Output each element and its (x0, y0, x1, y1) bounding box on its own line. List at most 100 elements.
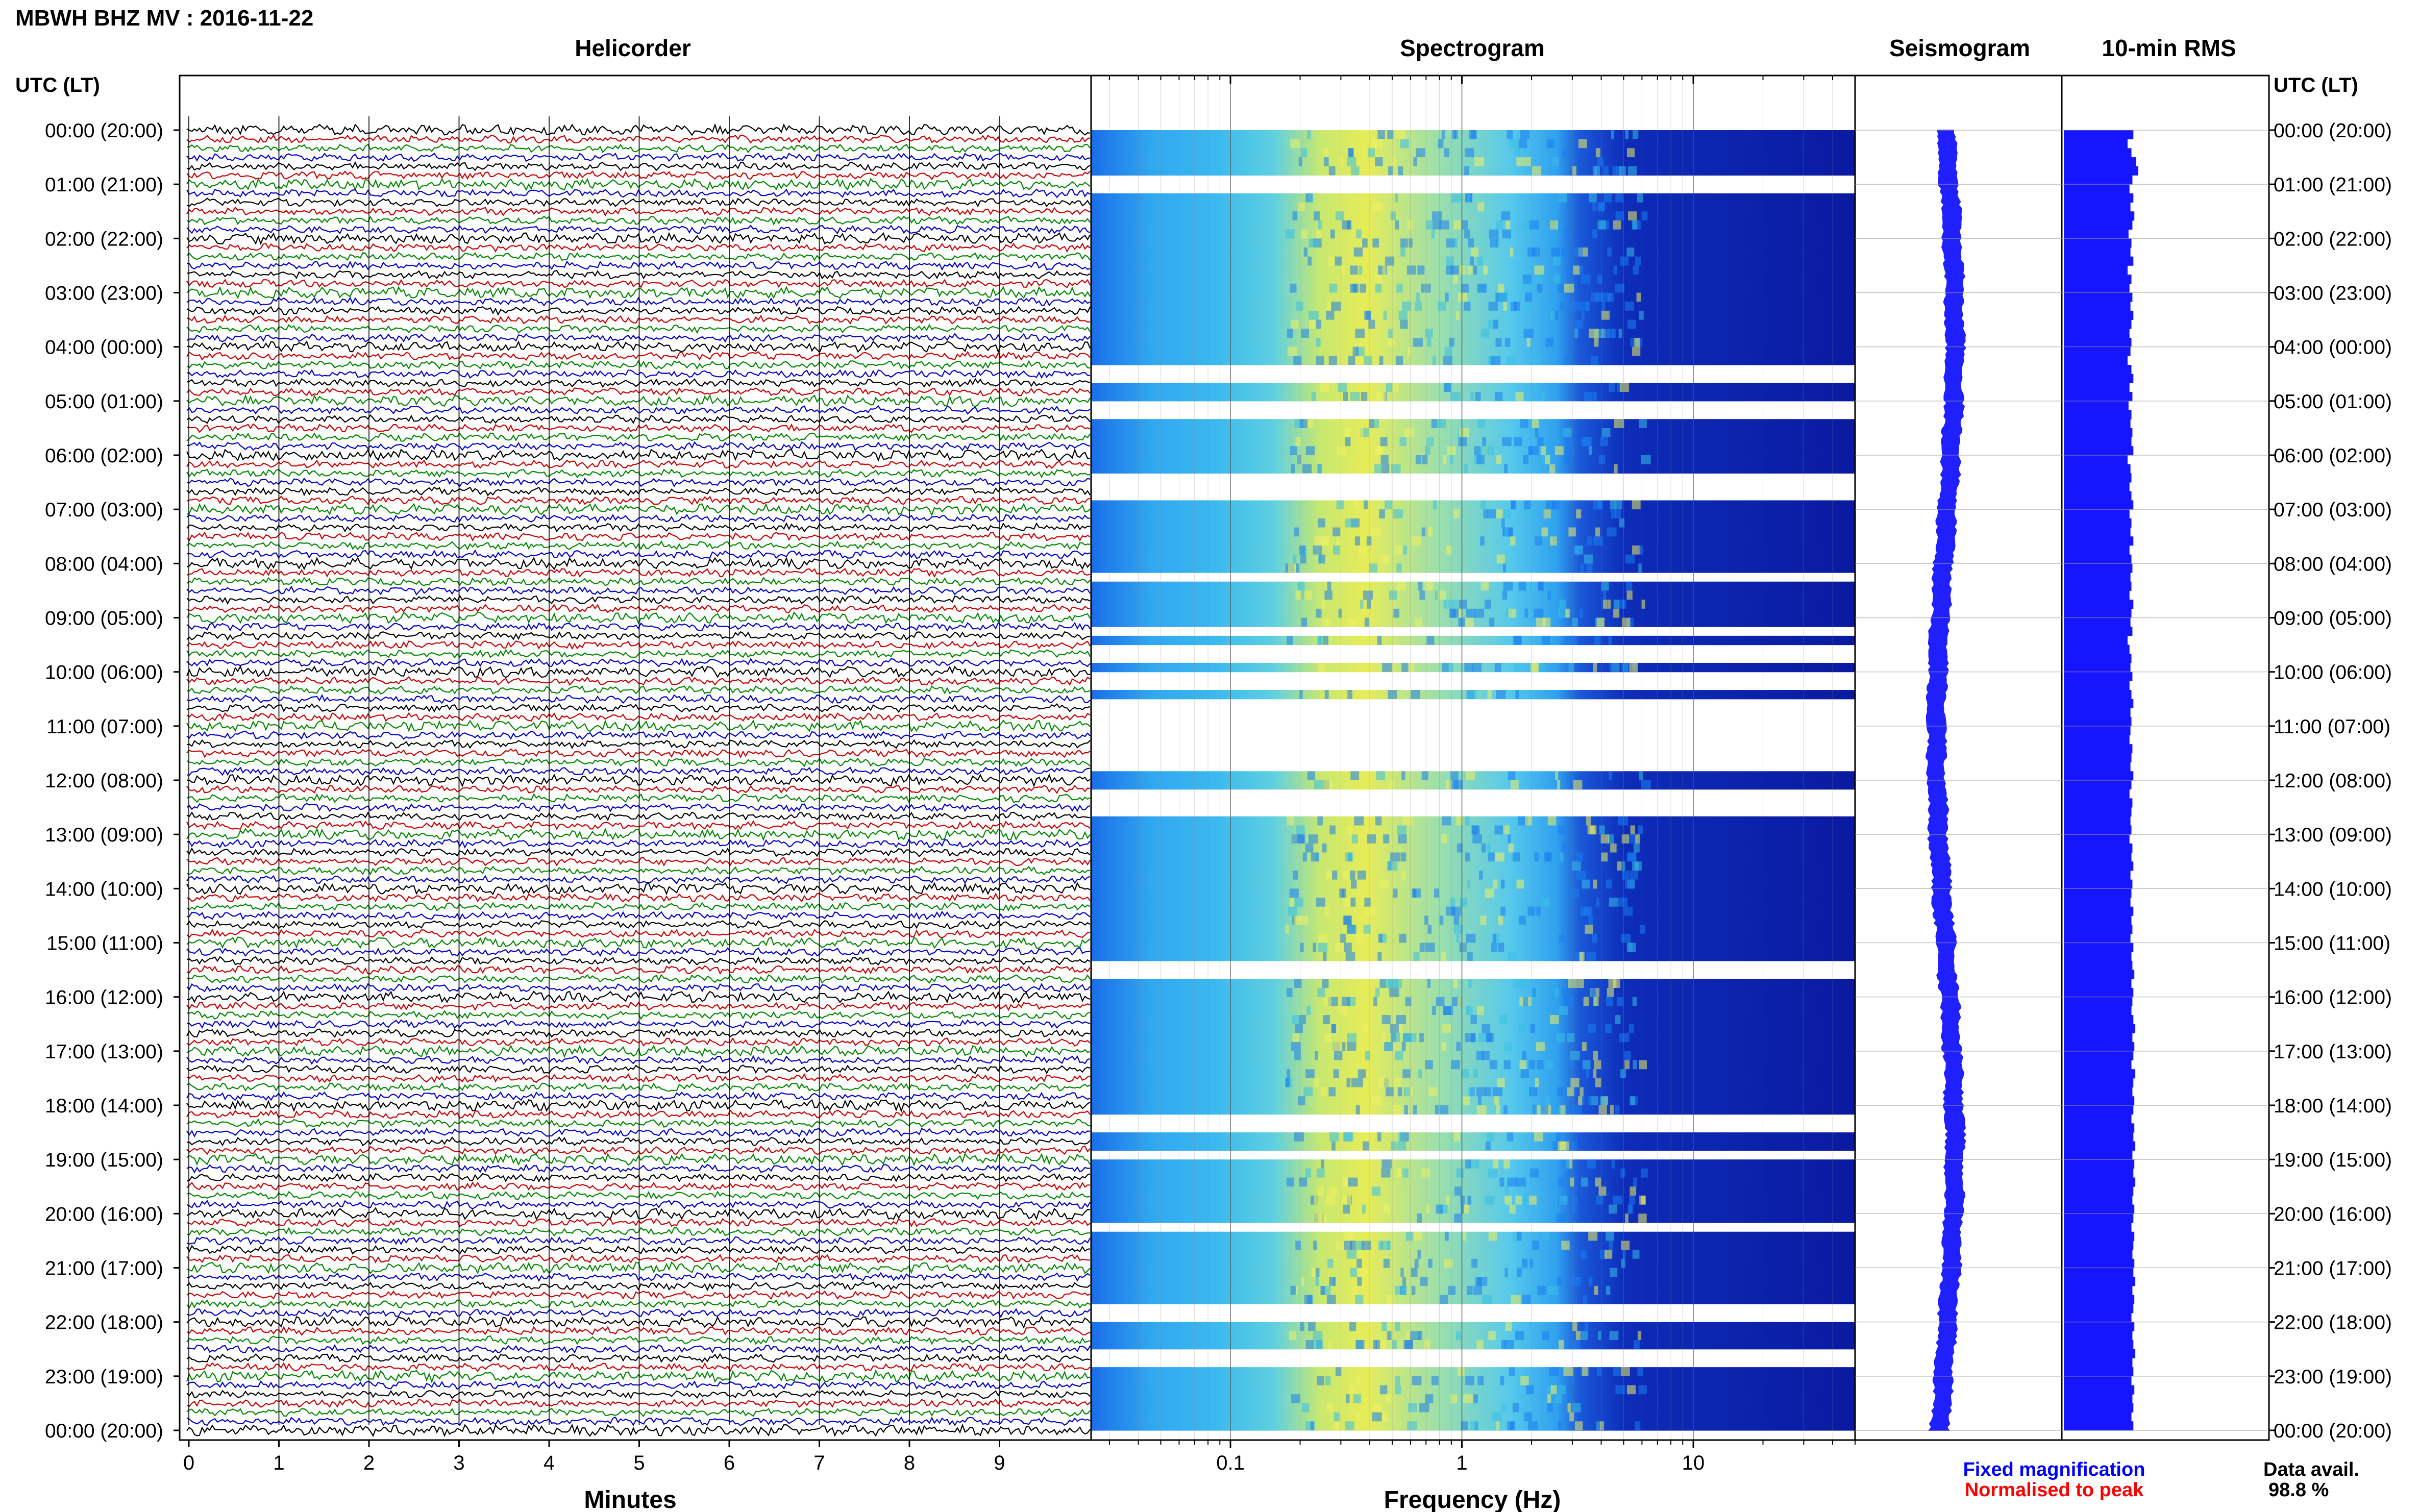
spectrogram-speckle (1602, 329, 1610, 338)
spectrogram-speckle (1371, 1186, 1381, 1196)
helicorder-trace (186, 685, 1091, 695)
rms-bar (2064, 1241, 2134, 1250)
rms-bar (2064, 464, 2131, 474)
spectrogram-speckle (1404, 428, 1415, 437)
spectrogram-speckle (1323, 536, 1328, 546)
spectrogram-speckle (1494, 825, 1505, 835)
rms-bar (2064, 518, 2132, 528)
spectrogram-speckle (1342, 1177, 1348, 1187)
spectrogram-speckle (1364, 356, 1373, 365)
helicorder-trace (186, 448, 1091, 462)
spectrogram-speckle (1351, 1078, 1357, 1087)
helicorder-trace (186, 1308, 1091, 1319)
spectrogram-speckle (1516, 879, 1524, 889)
helicorder-trace (186, 432, 1091, 442)
spectrogram-speckle (1458, 608, 1463, 618)
spectrogram-speckle (1590, 1096, 1598, 1105)
spectrogram-speckle (1584, 1322, 1589, 1331)
spectrogram-speckle (1558, 1385, 1566, 1395)
spectrogram-speckle (1488, 1168, 1498, 1178)
spectrogram-speckle (1452, 238, 1458, 248)
spectrogram-speckle (1583, 1295, 1588, 1304)
spectrogram-speckle (1387, 337, 1395, 347)
spectrogram-speckle (1559, 600, 1566, 609)
spectrogram-speckle (1599, 1096, 1608, 1105)
spectrogram-speckle (1308, 1322, 1316, 1331)
rms-bar (2064, 888, 2132, 898)
spectrogram-speckle (1325, 1376, 1331, 1385)
spectrogram-speckle (1502, 229, 1511, 239)
spectrogram-speckle (1477, 1006, 1484, 1015)
spectrogram-speckle (1287, 1177, 1294, 1187)
spectrogram-speckle (1396, 563, 1402, 573)
helicorder-trace (186, 719, 1091, 733)
spectrogram-speckle (1522, 1051, 1527, 1060)
spectrogram-speckle (1540, 446, 1546, 455)
spectrogram-speckle (1415, 617, 1422, 627)
spectrogram-speckle (1535, 1078, 1539, 1087)
spectrogram-speckle (1402, 1277, 1406, 1286)
spectrogram-speckle (1373, 1403, 1382, 1412)
utc-label-left: UTC (LT) (15, 74, 100, 96)
spectrogram-speckle (1457, 997, 1462, 1006)
spectrogram-speckle (1588, 1231, 1598, 1241)
spectrogram-speckle (1428, 1087, 1438, 1097)
spectrogram-speckle (1319, 554, 1325, 564)
spectrogram-speckle (1463, 1231, 1467, 1241)
spectrogram-speckle (1515, 1331, 1524, 1341)
spectrogram-row (1091, 581, 1855, 591)
spectrogram-speckle (1465, 816, 1470, 826)
spectrogram-speckle (1588, 1024, 1596, 1033)
spectrogram-speckle (1490, 446, 1494, 455)
spectrogram-speckle (1350, 265, 1358, 275)
helicorder-trace (186, 556, 1091, 571)
spectrogram-speckle (1617, 861, 1621, 871)
spectrogram-speckle (1313, 943, 1317, 952)
spectrogram-speckle (1626, 943, 1636, 952)
spectrogram-speckle (1399, 933, 1406, 943)
spectrogram-speckle (1392, 1340, 1397, 1349)
helicorder-trace (187, 143, 1091, 154)
y-tick-label-right: 03:00 (23:00) (2274, 283, 2392, 305)
spectrogram-speckle (1492, 933, 1497, 943)
spectrogram-speckle (1533, 608, 1544, 618)
rms-bar (2064, 1114, 2132, 1124)
spectrogram-speckle (1600, 292, 1611, 302)
spectrogram-speckle (1433, 500, 1437, 510)
spectrogram-speckle (1412, 1376, 1422, 1385)
spectrogram-row (1091, 139, 1855, 148)
spectrogram-speckle (1455, 310, 1460, 320)
spectrogram-speckle (1620, 383, 1629, 392)
helicorder-trace (186, 1423, 1091, 1437)
spectrogram-speckle (1567, 1033, 1575, 1043)
x-tick-label-helicorder: 8 (904, 1452, 915, 1474)
helicorder-trace (186, 495, 1091, 506)
spectrogram-speckle (1565, 1159, 1569, 1169)
spectrogram-speckle (1373, 202, 1383, 212)
rms-bar (2064, 175, 2133, 185)
spectrogram-speckle (1434, 888, 1440, 898)
spectrogram-speckle (1566, 1403, 1571, 1412)
spectrogram-speckle (1627, 148, 1635, 158)
spectrogram-speckle (1584, 392, 1592, 401)
rms-bar (2064, 662, 2131, 673)
spectrogram-row (1091, 563, 1855, 573)
spectrogram-speckle (1536, 1042, 1545, 1051)
spectrogram-speckle (1373, 1340, 1377, 1349)
spectrogram-speckle (1323, 952, 1327, 961)
spectrogram-speckle (1625, 1213, 1629, 1223)
spectrogram-speckle (1558, 1141, 1566, 1151)
spectrogram-speckle (1350, 771, 1360, 780)
rms-bar (2064, 545, 2130, 555)
spectrogram-speckle (1566, 265, 1571, 275)
spectrogram-speckle (1504, 1195, 1512, 1205)
spectrogram-speckle (1561, 247, 1567, 257)
spectrogram-speckle (1395, 356, 1403, 365)
spectrogram-speckle (1621, 1241, 1630, 1250)
spectrogram-speckle (1320, 383, 1329, 392)
spectrogram-speckle (1632, 130, 1639, 139)
spectrogram-speckle (1375, 283, 1382, 293)
spectrogram-speckle (1395, 1385, 1401, 1395)
spectrogram-speckle (1395, 1322, 1400, 1331)
spectrogram-row (1091, 500, 1855, 510)
